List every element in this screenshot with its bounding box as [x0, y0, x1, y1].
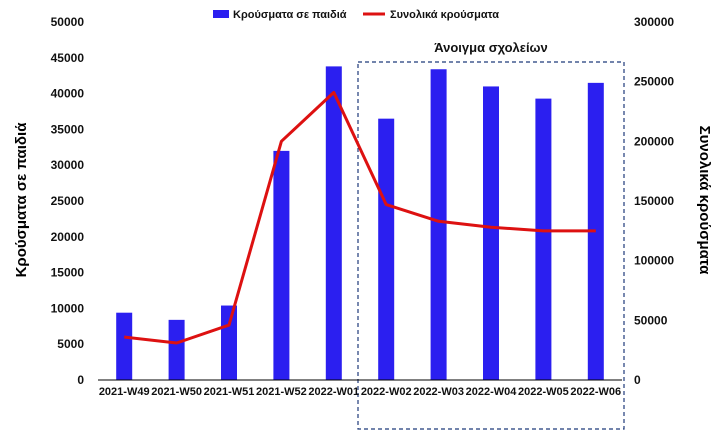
x-axis-ticks: 2021-W49 2021-W50 2021-W51 2021-W52 2022-W01… — [99, 386, 621, 398]
right-tick-label: 50000 — [634, 313, 668, 327]
right-tick-label: 0 — [634, 373, 641, 387]
left-tick-label: 50000 — [51, 15, 85, 29]
school-opening-box — [357, 61, 625, 430]
bar — [378, 118, 395, 380]
left-tick-label: 45000 — [51, 51, 85, 65]
legend: Κρούσματα σε παιδιά Συνολικά κρούσματα — [213, 9, 499, 21]
right-tick-label: 100000 — [634, 254, 674, 268]
left-tick-label: 5000 — [57, 337, 84, 351]
right-axis-title: Συνολικά κρούσματα — [696, 126, 713, 275]
left-tick-label: 35000 — [51, 122, 85, 136]
bar — [325, 66, 342, 380]
left-tick-label: 25000 — [51, 194, 85, 208]
bar — [116, 312, 133, 380]
right-tick-label: 200000 — [634, 134, 674, 148]
legend-bar-label: Κρούσματα σε παιδιά — [233, 9, 347, 21]
bar — [483, 86, 499, 380]
bar — [535, 98, 552, 380]
x-tick-label: 2022-W05 — [518, 386, 569, 398]
x-tick-label: 2022-W06 — [570, 386, 621, 398]
bar-series — [116, 66, 604, 381]
legend-bar-swatch — [213, 10, 229, 18]
left-tick-label: 30000 — [51, 158, 85, 172]
x-tick-label: 2022-W04 — [466, 386, 518, 398]
left-tick-label: 15000 — [51, 266, 85, 280]
x-tick-label: 2021-W49 — [99, 386, 150, 398]
school-opening-label: Άνοιγμα σχολείων — [434, 40, 548, 55]
x-tick-label: 2022-W01 — [308, 386, 359, 398]
right-tick-label: 250000 — [634, 75, 674, 89]
left-axis-ticks: 0 5000 10000 15000 20000 25000 30000 35000 40000… — [51, 15, 85, 387]
bar — [430, 69, 447, 381]
x-tick-label: 2021-W52 — [256, 386, 307, 398]
bar — [273, 150, 290, 380]
legend-line-label: Συνολικά κρούσματα — [390, 9, 499, 21]
right-tick-label: 150000 — [634, 194, 674, 208]
left-tick-label: 40000 — [51, 87, 85, 101]
right-axis-ticks: 0 50000 100000 150000 200000 250000 300000 — [634, 15, 674, 387]
left-axis-title: Κρούσματα σε παιδιά — [13, 122, 30, 278]
total-cases-line — [124, 90, 596, 345]
bar — [221, 305, 237, 380]
bar — [168, 319, 185, 380]
left-tick-label: 0 — [77, 373, 84, 387]
x-tick-label: 2022-W02 — [361, 386, 412, 398]
x-tick-label: 2022-W03 — [413, 386, 464, 398]
x-tick-label: 2021-W50 — [151, 386, 202, 398]
x-tick-label: 2021-W51 — [204, 386, 255, 398]
left-tick-label: 10000 — [51, 301, 85, 315]
left-tick-label: 20000 — [51, 230, 85, 244]
right-tick-label: 300000 — [634, 15, 674, 29]
